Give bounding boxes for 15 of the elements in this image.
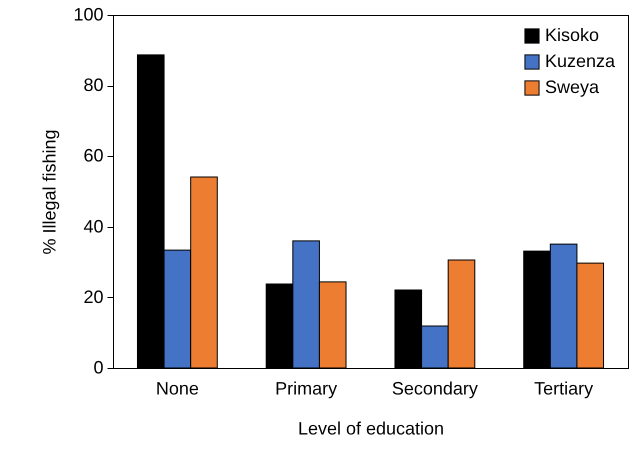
- y-axis-title: % Illegal fishing: [39, 129, 60, 255]
- y-tick-label: 0: [93, 358, 104, 378]
- y-tick-label: 100: [73, 4, 104, 24]
- x-tick-label: Primary: [275, 378, 338, 398]
- x-tick-label: Tertiary: [534, 378, 594, 398]
- y-tick-label: 40: [83, 216, 104, 236]
- legend-label: Kisoko: [545, 25, 600, 45]
- legend-label: Sweya: [545, 77, 600, 97]
- legend-label: Kuzenza: [545, 51, 616, 71]
- y-tick-label: 20: [83, 286, 104, 307]
- y-tick-label: 80: [83, 75, 104, 96]
- x-axis-title: Level of education: [298, 418, 444, 438]
- x-tick-label: Secondary: [392, 378, 478, 398]
- y-tick-label: 60: [83, 146, 104, 166]
- x-tick-label: None: [156, 378, 199, 398]
